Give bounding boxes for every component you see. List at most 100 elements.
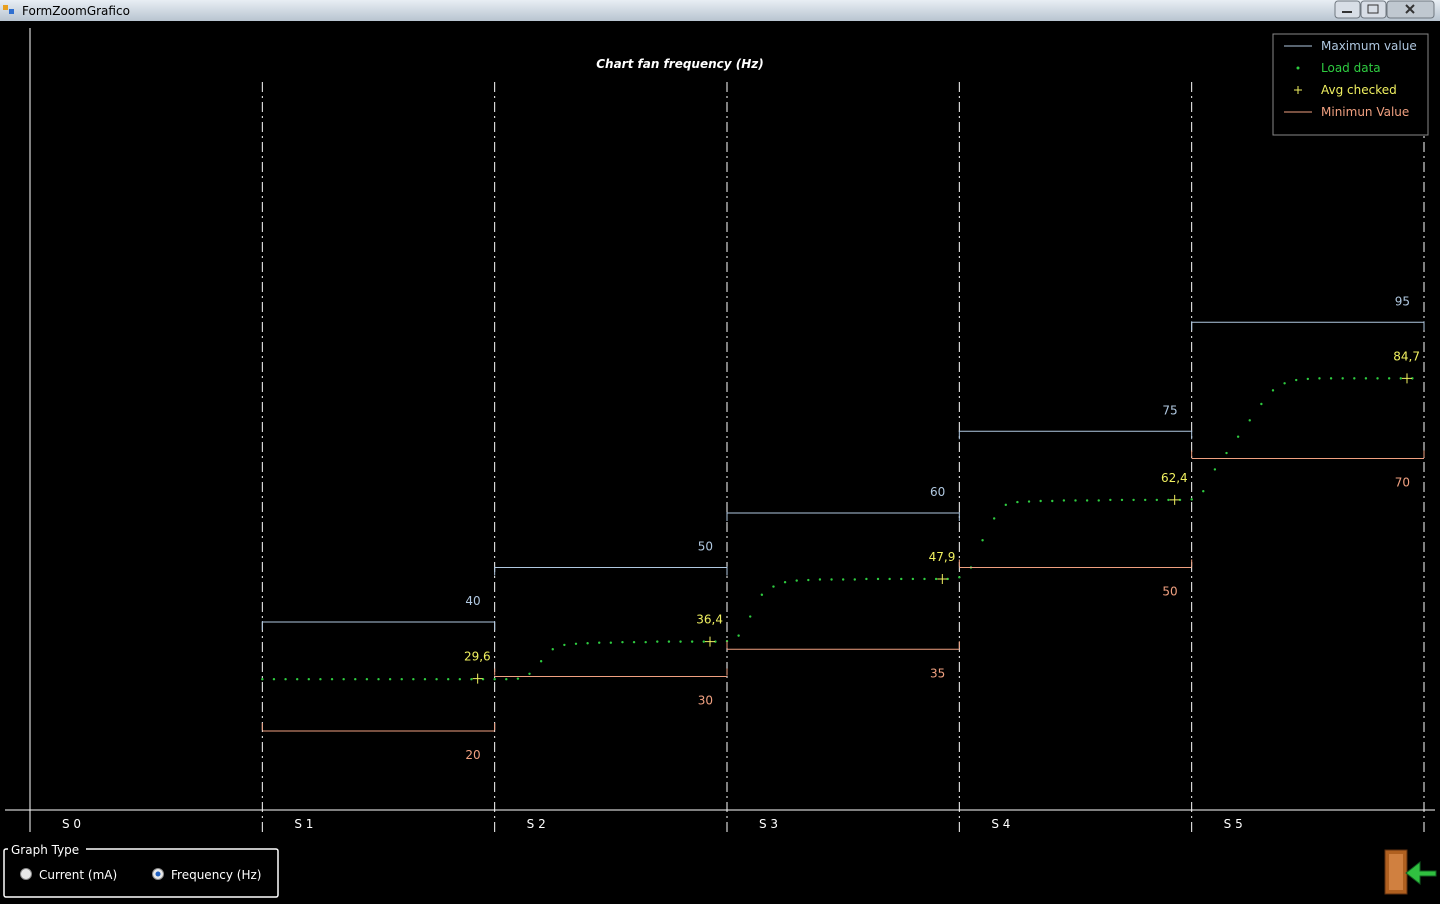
load-point xyxy=(1109,498,1112,502)
load-point xyxy=(807,578,810,582)
load-point xyxy=(1364,377,1368,380)
radio-label[interactable]: Current (mA) xyxy=(39,868,117,882)
load-point xyxy=(284,678,287,681)
limit-label: 95 xyxy=(1395,294,1410,308)
radio-button[interactable] xyxy=(20,868,32,880)
load-point xyxy=(737,634,740,637)
load-point xyxy=(609,641,613,644)
load-point xyxy=(876,577,880,581)
load-point xyxy=(516,677,520,680)
avg-label: 29,6 xyxy=(464,650,491,664)
load-point xyxy=(319,678,322,681)
load-point xyxy=(586,642,589,645)
load-point xyxy=(1132,498,1135,502)
load-point xyxy=(946,577,949,581)
load-point xyxy=(354,678,357,681)
load-point xyxy=(447,678,450,681)
load-point xyxy=(1341,377,1344,380)
load-point xyxy=(1027,500,1031,503)
load-point xyxy=(1039,499,1042,503)
load-point xyxy=(1144,498,1147,502)
load-point xyxy=(865,577,868,581)
load-point xyxy=(1051,499,1054,503)
load-point xyxy=(1399,377,1402,380)
limit-label: 50 xyxy=(1162,585,1177,599)
load-point xyxy=(795,579,798,582)
limit-label: 75 xyxy=(1162,403,1177,417)
legend-label: Maximum value xyxy=(1321,39,1417,53)
legend-label: Minimun Value xyxy=(1321,105,1409,119)
x-tick-label: S 2 xyxy=(527,817,546,831)
load-point xyxy=(958,576,961,579)
load-point xyxy=(760,593,764,596)
load-point xyxy=(1260,402,1263,406)
load-point xyxy=(1190,498,1193,501)
x-tick-label: S 5 xyxy=(1224,817,1243,831)
load-point xyxy=(563,643,566,647)
load-point xyxy=(1097,499,1100,502)
load-point xyxy=(656,640,659,643)
load-point xyxy=(295,678,299,681)
load-point xyxy=(690,640,694,643)
load-point xyxy=(702,640,705,643)
load-point xyxy=(598,641,601,644)
load-point xyxy=(412,678,415,681)
chart-title: Chart fan frequency (Hz) xyxy=(596,57,764,71)
window-title: FormZoomGrafico xyxy=(22,4,130,18)
load-point xyxy=(1387,377,1391,380)
load-point xyxy=(1283,382,1286,385)
x-tick-label: S 0 xyxy=(62,817,81,831)
exit-button[interactable] xyxy=(1384,849,1437,895)
radio-label[interactable]: Frequency (Hz) xyxy=(171,868,262,882)
load-point xyxy=(1318,377,1321,380)
load-point xyxy=(981,539,984,542)
avg-mark xyxy=(1402,373,1412,384)
load-point xyxy=(1085,499,1089,502)
load-point xyxy=(435,678,438,681)
load-point xyxy=(330,678,334,681)
avg-label: 62,4 xyxy=(1161,471,1188,485)
load-point xyxy=(493,678,496,681)
load-point xyxy=(272,678,276,681)
load-point xyxy=(505,678,508,681)
load-point xyxy=(458,678,462,681)
load-point xyxy=(1271,389,1275,392)
load-point xyxy=(772,585,775,588)
load-point xyxy=(992,517,996,520)
x-tick-label: S 4 xyxy=(991,817,1010,831)
load-point xyxy=(644,640,647,644)
avg-mark xyxy=(937,573,948,584)
load-point xyxy=(377,678,380,681)
limit-label: 40 xyxy=(465,594,480,608)
load-point xyxy=(888,577,891,581)
load-point xyxy=(667,640,671,643)
x-tick-label: S 3 xyxy=(759,817,778,831)
minimize-button[interactable] xyxy=(1334,0,1361,19)
load-point xyxy=(841,578,845,581)
load-point xyxy=(423,678,427,681)
radio-group: Current (mA) Frequency (Hz) xyxy=(20,868,262,882)
load-point xyxy=(261,678,264,681)
load-point xyxy=(923,577,926,581)
maximize-button[interactable] xyxy=(1360,0,1387,19)
x-tick-label: S 1 xyxy=(294,817,313,831)
legend-swatch xyxy=(1296,66,1300,70)
avg-mark xyxy=(705,636,715,647)
load-point xyxy=(1248,419,1251,422)
load-point xyxy=(1225,451,1228,455)
group-title: Graph Type xyxy=(11,843,79,857)
graph-type-group xyxy=(3,848,279,898)
load-point xyxy=(1202,490,1205,493)
legend-swatch xyxy=(1294,86,1302,94)
load-point xyxy=(714,640,717,643)
title-bar xyxy=(0,0,1440,21)
load-point xyxy=(853,578,856,581)
limit-label: 30 xyxy=(698,694,713,708)
limit-label: 60 xyxy=(930,485,945,499)
avg-label: 47,9 xyxy=(929,550,956,564)
avg-label: 84,7 xyxy=(1393,349,1420,363)
load-point xyxy=(1120,498,1124,502)
load-point xyxy=(621,640,624,644)
load-point xyxy=(539,660,543,663)
